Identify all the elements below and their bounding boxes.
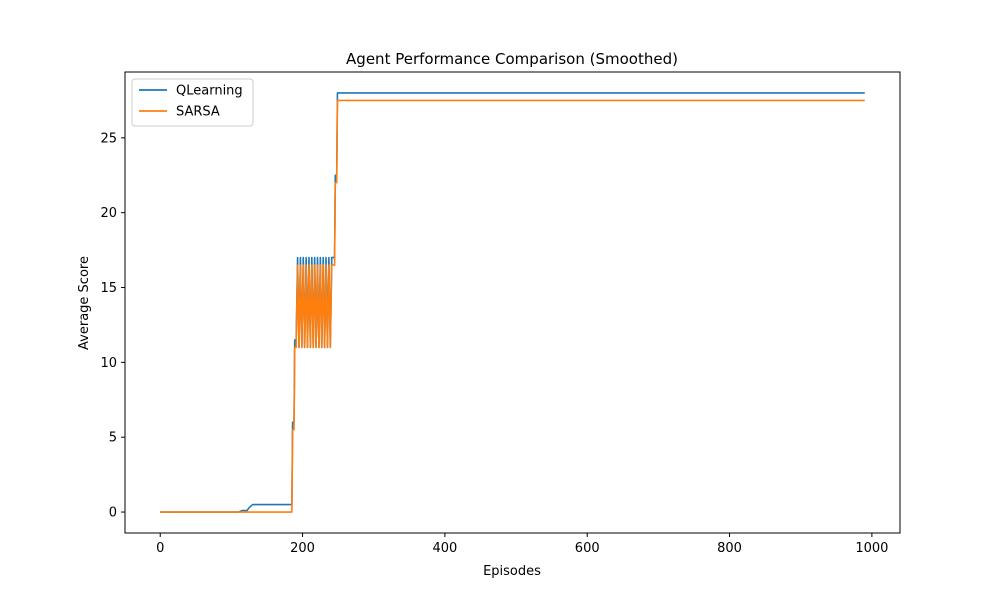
y-tick-label: 5 — [109, 431, 117, 446]
y-tick-label: 15 — [100, 281, 117, 296]
y-tick-label: 10 — [100, 356, 117, 371]
axes: 0 200 400 600 800 1000 0 5 10 15 20 25 — [100, 71, 901, 556]
legend: QLearning SARSA — [131, 78, 254, 127]
chart-title: Agent Performance Comparison (Smoothed) — [346, 50, 678, 68]
x-tick-label: 200 — [290, 541, 315, 556]
x-tick-label: 0 — [156, 541, 164, 556]
axes-frame — [124, 71, 901, 534]
y-axis-title: Average Score — [77, 256, 92, 350]
x-tick-label: 600 — [575, 541, 600, 556]
x-tick-label: 400 — [432, 541, 457, 556]
y-tick-label: 25 — [100, 131, 117, 146]
legend-label-qlearning: QLearning — [176, 84, 243, 99]
x-tick-label: 1000 — [855, 541, 888, 556]
y-tick-label: 0 — [109, 506, 117, 521]
legend-label-sarsa: SARSA — [176, 105, 220, 120]
plot-area — [160, 92, 865, 513]
y-tick-label: 20 — [100, 206, 117, 221]
series-line-sarsa — [160, 99, 865, 513]
x-axis-title: Episodes — [483, 564, 541, 579]
x-tick-label: 800 — [717, 541, 742, 556]
